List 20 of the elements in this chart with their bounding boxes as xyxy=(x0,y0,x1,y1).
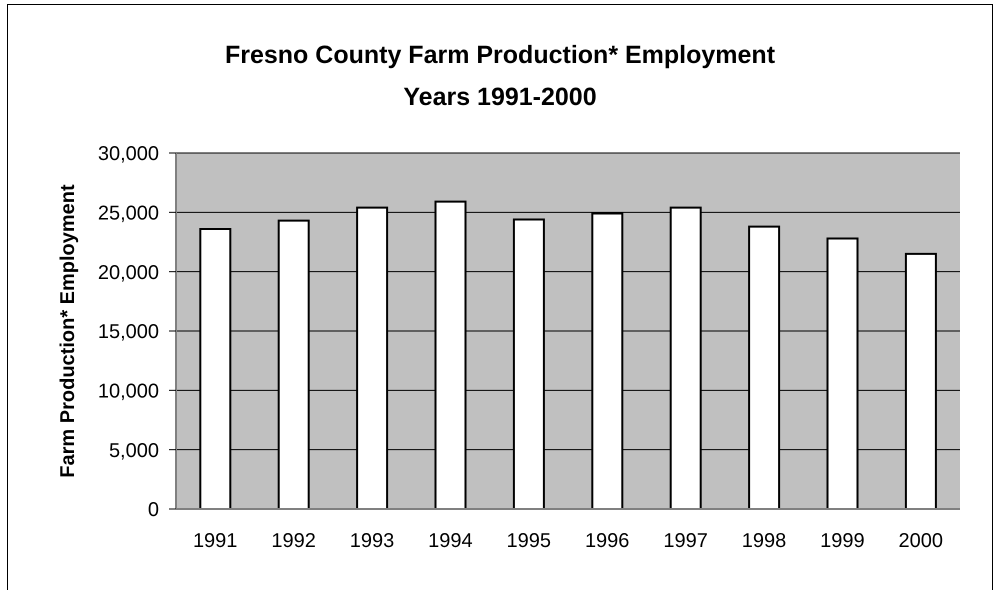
y-tick-label: 5,000 xyxy=(108,440,159,462)
y-axis-title: Farm Production* Employment xyxy=(57,184,80,478)
y-tick-label: 15,000 xyxy=(98,321,159,344)
x-tick-label: 1995 xyxy=(506,530,552,552)
chart-subtitle: Years 1991-2000 xyxy=(402,83,598,112)
x-tick-label: 1994 xyxy=(428,530,473,552)
x-tick-label: 1993 xyxy=(350,530,394,552)
chart-title: Fresno County Farm Production* Employment xyxy=(224,41,776,70)
x-tick-label: 1992 xyxy=(271,530,316,552)
x-tick-label: 1997 xyxy=(663,530,708,552)
x-tick-label: 2000 xyxy=(898,530,944,552)
x-tick-label: 1991 xyxy=(192,530,238,552)
x-tick-label: 1998 xyxy=(742,530,786,552)
x-tick-label: 1999 xyxy=(820,530,865,552)
y-tick-label: 10,000 xyxy=(98,380,159,402)
x-tick-label: 1996 xyxy=(584,530,630,552)
y-tick-label: 20,000 xyxy=(98,262,159,284)
y-tick-label: 25,000 xyxy=(98,202,159,224)
y-tick-label: 0 xyxy=(148,499,159,522)
y-tick-label: 30,000 xyxy=(98,143,159,166)
